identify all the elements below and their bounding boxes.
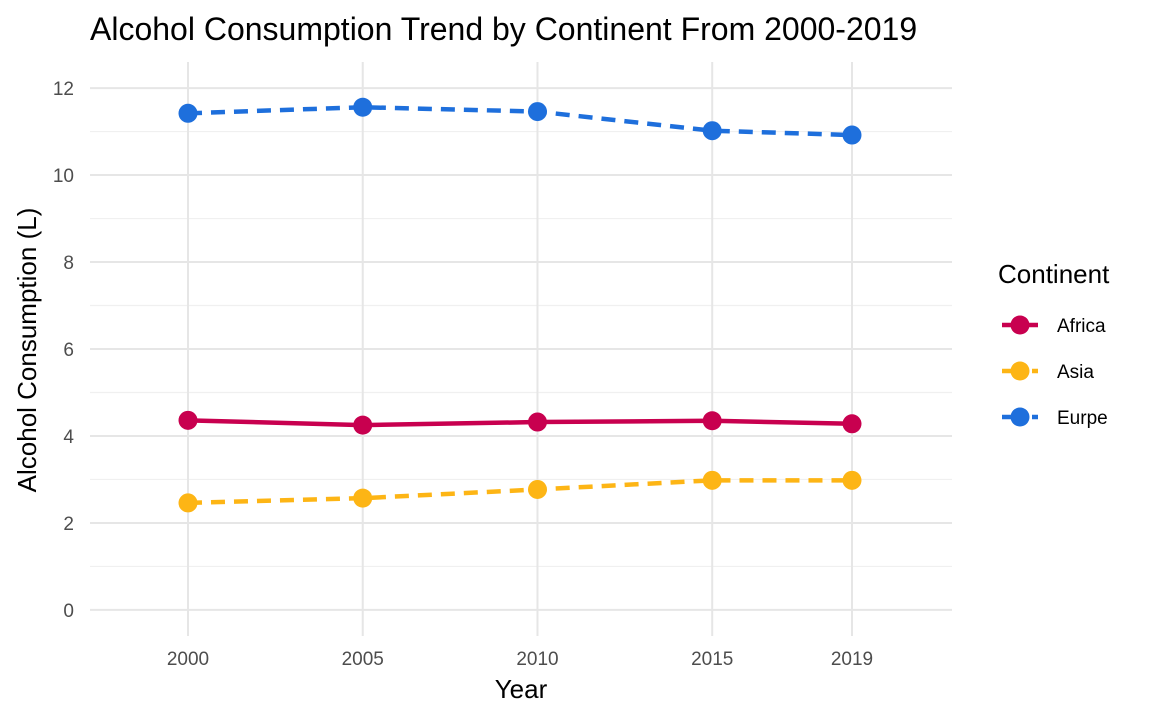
series-africa: [178, 410, 862, 435]
data-point-africa: [842, 414, 862, 434]
data-point-asia: [842, 470, 862, 490]
data-point-africa: [178, 410, 198, 430]
legend-label: Asia: [1057, 362, 1094, 383]
y-tick-label: 8: [63, 253, 74, 274]
series-eurpe: [178, 97, 862, 145]
series-line-eurpe: [187, 104, 853, 138]
y-tick-label: 6: [63, 340, 74, 361]
x-tick-label: 2000: [167, 649, 209, 670]
series-line-asia: [187, 478, 852, 506]
chart-grid: [90, 62, 952, 636]
y-tick-label: 12: [53, 79, 74, 100]
data-point-eurpe: [702, 121, 722, 141]
data-point-africa: [527, 412, 547, 432]
legend-item-asia: Asia: [1002, 361, 1094, 383]
data-point-asia: [527, 479, 547, 499]
x-tick-label: 2015: [691, 649, 733, 670]
data-point-africa: [702, 411, 722, 431]
legend-title: Continent: [998, 259, 1110, 289]
legend-label: Africa: [1057, 316, 1106, 337]
data-point-eurpe: [842, 125, 862, 145]
legend-label: Eurpe: [1057, 408, 1108, 429]
x-axis-title: Year: [495, 674, 548, 704]
legend: Continent Africa Asia Eurpe: [998, 259, 1110, 429]
y-tick-label: 4: [63, 427, 74, 448]
chart-title: Alcohol Consumption Trend by Continent F…: [90, 11, 917, 47]
legend-swatch-point: [1010, 315, 1030, 335]
data-point-asia: [353, 488, 373, 508]
series-asia: [178, 470, 862, 513]
data-point-asia: [178, 493, 198, 513]
x-tick-label: 2005: [342, 649, 384, 670]
data-point-eurpe: [353, 97, 373, 117]
data-point-asia: [702, 470, 722, 490]
data-point-eurpe: [178, 103, 198, 123]
x-axis-ticks: 2000 2005 2010 2015 2019: [167, 649, 873, 670]
legend-item-africa: Africa: [1002, 315, 1106, 337]
y-tick-label: 0: [63, 601, 74, 622]
data-point-africa: [353, 415, 373, 435]
y-tick-label: 2: [63, 514, 74, 535]
series-line-africa: [187, 418, 853, 428]
legend-swatch-point: [1010, 407, 1030, 427]
chart-series: [178, 97, 862, 513]
data-point-eurpe: [527, 102, 547, 122]
y-axis-title: Alcohol Consumption (L): [12, 208, 42, 493]
x-tick-label: 2019: [831, 649, 873, 670]
x-tick-label: 2010: [516, 649, 558, 670]
legend-swatch-point: [1010, 361, 1030, 381]
legend-item-eurpe: Eurpe: [1002, 407, 1108, 429]
y-tick-label: 10: [53, 166, 74, 187]
y-axis-ticks: 0 2 4 6 8 10 12: [53, 79, 75, 622]
